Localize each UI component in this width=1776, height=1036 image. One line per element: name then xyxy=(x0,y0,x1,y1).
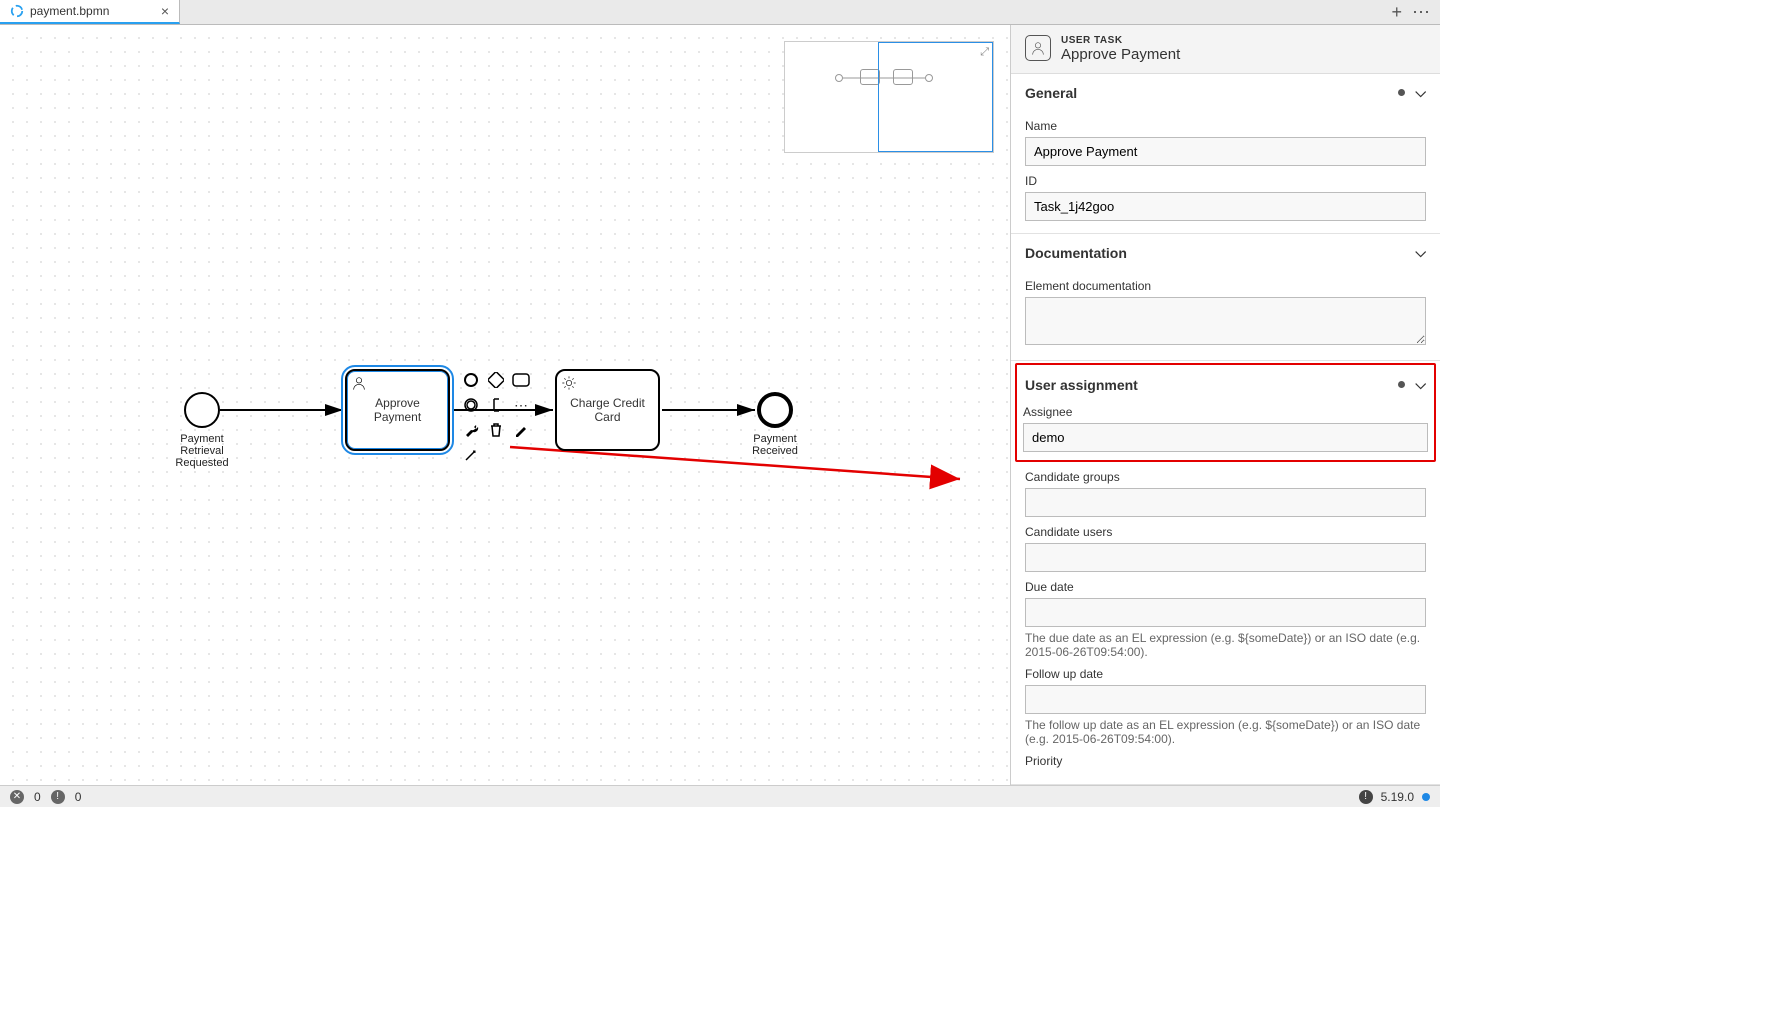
candidate-users-label: Candidate users xyxy=(1025,525,1426,539)
group-title: Documentation xyxy=(1025,245,1127,261)
task-label: Approve Payment xyxy=(353,396,442,424)
follow-up-hint: The follow up date as an EL expression (… xyxy=(1025,718,1426,746)
chevron-down-icon: ⌵ xyxy=(1415,84,1426,101)
candidate-users-input[interactable] xyxy=(1025,543,1426,572)
task-approve-payment[interactable]: Approve Payment xyxy=(345,369,450,451)
id-input[interactable] xyxy=(1025,192,1426,221)
group-documentation-header[interactable]: Documentation ⌵ xyxy=(1011,234,1440,271)
pad-append-intermediate-icon[interactable] xyxy=(460,394,482,416)
pad-append-event-icon[interactable] xyxy=(460,369,482,391)
group-general-header[interactable]: General ⌵ xyxy=(1011,74,1440,111)
tab-bar: payment.bpmn × + ⋯ xyxy=(0,0,1440,25)
group-user-assignment-header[interactable]: User assignment ⌵ xyxy=(1023,366,1428,403)
tab-payment-bpmn[interactable]: payment.bpmn × xyxy=(0,0,180,24)
properties-scroll[interactable]: USER TASK Approve Payment General ⌵ Name xyxy=(1011,25,1440,785)
name-input[interactable] xyxy=(1025,137,1426,166)
annotation-highlight: User assignment ⌵ Assignee xyxy=(1015,363,1436,462)
pad-more-icon[interactable]: ⋯ xyxy=(510,394,532,416)
errors-count: 0 xyxy=(34,790,41,804)
pad-color-icon[interactable] xyxy=(510,419,532,441)
due-date-hint: The due date as an EL expression (e.g. $… xyxy=(1025,631,1426,659)
group-title: General xyxy=(1025,85,1077,101)
field-name: Name xyxy=(1025,119,1426,166)
pad-append-gateway-icon[interactable] xyxy=(485,369,507,391)
update-indicator-icon xyxy=(1422,793,1430,801)
chevron-down-icon: ⌵ xyxy=(1415,376,1426,393)
diagram-canvas[interactable]: ⤢ Payment Retrieval Requested App xyxy=(0,25,1010,785)
task-charge-credit-card[interactable]: Charge Credit Card xyxy=(555,369,660,451)
new-tab-icon[interactable]: + xyxy=(1391,2,1402,23)
modified-indicator-icon xyxy=(1398,381,1405,388)
user-task-type-icon xyxy=(1025,35,1051,61)
group-general-body: Name ID xyxy=(1011,119,1440,233)
panel-header-text: USER TASK Approve Payment xyxy=(1061,35,1180,63)
group-user-assignment-body: Candidate groups Candidate users Due dat… xyxy=(1011,470,1440,784)
due-date-input[interactable] xyxy=(1025,598,1426,627)
element-type-label: USER TASK xyxy=(1061,35,1180,46)
user-task-icon xyxy=(351,375,367,391)
candidate-groups-input[interactable] xyxy=(1025,488,1426,517)
due-date-label: Due date xyxy=(1025,580,1426,594)
pad-connect-icon[interactable] xyxy=(460,444,482,466)
chevron-down-icon: ⌵ xyxy=(1415,244,1426,261)
warnings-icon[interactable]: ! xyxy=(51,790,65,804)
follow-up-input[interactable] xyxy=(1025,685,1426,714)
id-label: ID xyxy=(1025,174,1426,188)
main-area: ⤢ Payment Retrieval Requested App xyxy=(0,25,1440,785)
app-root: payment.bpmn × + ⋯ ⤢ xyxy=(0,0,1440,807)
task-label: Charge Credit Card xyxy=(563,396,652,424)
start-event-label: Payment Retrieval Requested xyxy=(167,433,237,469)
group-user-assignment: User assignment ⌵ Assignee Candidate gro… xyxy=(1011,363,1440,785)
name-label: Name xyxy=(1025,119,1426,133)
field-due-date: Due date The due date as an EL expressio… xyxy=(1025,580,1426,659)
field-follow-up-date: Follow up date The follow up date as an … xyxy=(1025,667,1426,746)
field-candidate-users: Candidate users xyxy=(1025,525,1426,572)
pad-append-task-icon[interactable] xyxy=(510,369,532,391)
field-id: ID xyxy=(1025,174,1426,221)
pad-wrench-icon[interactable] xyxy=(460,419,482,441)
candidate-groups-label: Candidate groups xyxy=(1025,470,1426,484)
group-general: General ⌵ Name ID xyxy=(1011,74,1440,234)
annotation-arrow xyxy=(510,447,960,479)
field-element-documentation: Element documentation xyxy=(1025,279,1426,348)
field-candidate-groups: Candidate groups xyxy=(1025,470,1426,517)
group-title: User assignment xyxy=(1025,377,1138,393)
documentation-label: Element documentation xyxy=(1025,279,1426,293)
documentation-input[interactable] xyxy=(1025,297,1426,345)
priority-label: Priority xyxy=(1025,754,1426,768)
follow-up-label: Follow up date xyxy=(1025,667,1426,681)
field-priority: Priority xyxy=(1025,754,1426,768)
errors-icon[interactable]: ✕ xyxy=(10,790,24,804)
context-pad: ⋯ xyxy=(460,369,532,466)
group-documentation-body: Element documentation xyxy=(1011,279,1440,360)
element-name: Approve Payment xyxy=(1061,46,1180,63)
assignee-input[interactable] xyxy=(1023,423,1428,452)
version-label: 5.19.0 xyxy=(1381,790,1414,804)
end-event-label: Payment Received xyxy=(740,433,810,457)
camunda-icon xyxy=(10,4,24,18)
properties-panel: USER TASK Approve Payment General ⌵ Name xyxy=(1010,25,1440,785)
pad-annotation-icon[interactable] xyxy=(485,394,507,416)
tab-bar-actions: + ⋯ xyxy=(1381,0,1440,24)
group-documentation: Documentation ⌵ Element documentation xyxy=(1011,234,1440,361)
warnings-count: 0 xyxy=(75,790,82,804)
more-icon[interactable]: ⋯ xyxy=(1412,2,1430,23)
pad-delete-icon[interactable] xyxy=(485,419,507,441)
status-bar: ✕ 0 ! 0 ! 5.19.0 xyxy=(0,785,1440,807)
panel-header: USER TASK Approve Payment xyxy=(1011,25,1440,74)
field-assignee: Assignee xyxy=(1023,405,1428,452)
modified-indicator-icon xyxy=(1398,89,1405,96)
tab-close-icon[interactable]: × xyxy=(161,3,169,19)
service-task-icon xyxy=(561,375,577,391)
assignee-label: Assignee xyxy=(1023,405,1428,419)
tab-title: payment.bpmn xyxy=(30,4,109,18)
feedback-icon[interactable]: ! xyxy=(1359,790,1373,804)
